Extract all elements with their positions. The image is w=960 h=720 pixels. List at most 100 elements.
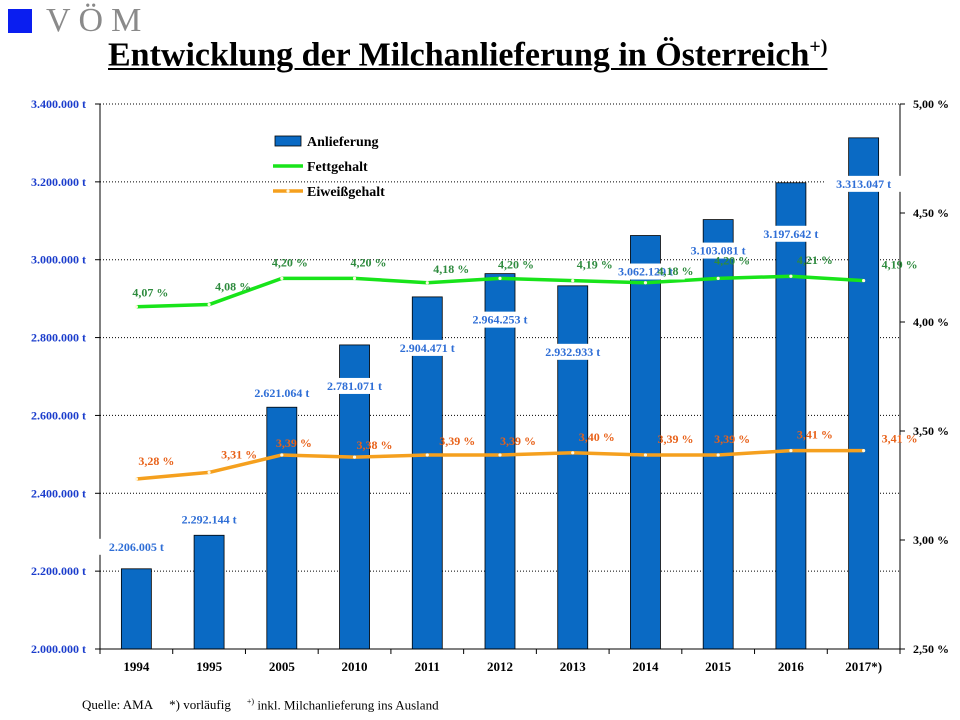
preliminary-note: *) vorläufig (169, 697, 231, 712)
point-fettgehalt (207, 302, 211, 307)
x-tick-label: 2010 (342, 659, 368, 674)
point-eiweissgehalt (862, 449, 866, 453)
legend-label-fettgehalt: Fettgehalt (307, 160, 368, 175)
bar-label-bg (751, 225, 831, 242)
x-tick-label: 2012 (487, 659, 513, 674)
point-eiweissgehalt (643, 453, 648, 457)
bar-label-bg (387, 339, 467, 356)
bar-anlieferung (557, 285, 589, 650)
eiweiss-data-label: 3,39 % (439, 434, 475, 448)
bar-anlieferung (848, 137, 880, 650)
point-eiweissgehalt (280, 453, 284, 457)
point-eiweissgehalt (352, 455, 357, 459)
y-left-tick-label: 3.200.000 t (31, 175, 86, 189)
y-right-tick-label: 5,00 % (913, 97, 949, 111)
y-left-tick-label: 3.000.000 t (31, 253, 86, 267)
bar-data-label: 2.292.144 t (182, 512, 237, 526)
logo-square-icon (8, 9, 32, 33)
x-tick-label: 1995 (196, 659, 223, 674)
bar-anlieferung (193, 534, 225, 650)
y-right-tick-label: 4,00 % (913, 315, 949, 329)
bar-label-bg (315, 377, 394, 394)
fett-data-label: 4,18 % (433, 262, 469, 276)
x-tick-label: 2014 (632, 659, 659, 674)
point-eiweissgehalt (571, 451, 575, 455)
bar-anlieferung (630, 235, 661, 650)
fett-data-label: 4,20 % (714, 253, 750, 267)
point-eiweissgehalt (789, 449, 793, 453)
y-right-tick-label: 4,50 % (913, 206, 949, 220)
fett-data-label: 4,20 % (498, 257, 534, 271)
bar-label-bg (678, 242, 758, 259)
bar-anlieferung (484, 273, 516, 650)
bar-label-bg (460, 311, 540, 328)
point-fettgehalt (716, 276, 720, 280)
x-tick-label: 2017*) (845, 659, 882, 674)
x-tick-label: 2013 (560, 659, 587, 674)
bar-data-label: 2.781.071 t (327, 379, 382, 393)
point-fettgehalt (352, 276, 357, 280)
bar-data-label: 3.197.642 t (763, 227, 818, 241)
y-right-tick-label: 2,50 % (913, 642, 949, 656)
bar-label-bg (242, 385, 322, 402)
point-fettgehalt (425, 281, 429, 285)
y-left-tick-label: 2.600.000 t (31, 408, 86, 422)
footer: Quelle: AMA *) vorläufig +) inkl. Milcha… (82, 697, 439, 713)
point-fettgehalt (280, 276, 284, 280)
eiweiss-data-label: 3,39 % (276, 436, 312, 450)
point-fettgehalt (862, 278, 866, 283)
y-right-tick-label: 3,00 % (913, 533, 949, 547)
point-fettgehalt (498, 276, 502, 280)
x-tick-label: 2016 (778, 659, 805, 674)
abroad-note-mark: +) (246, 697, 255, 706)
point-eiweissgehalt (134, 477, 138, 481)
fett-data-label: 4,19 % (882, 258, 918, 272)
y-left-tick-label: 3.400.000 t (31, 97, 86, 111)
bar-label-bg (169, 511, 249, 528)
eiweiss-data-label: 3,40 % (579, 430, 615, 444)
bar-label-bg (824, 175, 903, 192)
legend-swatch-anlieferung (274, 135, 302, 147)
eiweiss-data-label: 3,39 % (500, 434, 536, 448)
x-tick-label: 2005 (269, 659, 296, 674)
chart-title: Entwicklung der Milchanlieferung in Öste… (108, 36, 827, 74)
eiweiss-data-label: 3,28 % (138, 454, 174, 468)
fett-data-label: 4,08 % (215, 280, 251, 294)
point-fettgehalt (643, 281, 648, 285)
legend-label-eiweissgehalt: Eiweißgehalt (307, 185, 385, 200)
bar-data-label: 2.904.471 t (400, 341, 455, 355)
y-left-tick-label: 2.200.000 t (31, 564, 86, 578)
bar-label-bg (606, 263, 685, 280)
chart-title-text: Entwicklung der Milchanlieferung in Öste… (108, 36, 810, 74)
point-fettgehalt (789, 274, 793, 278)
logo-text: VÖM (46, 2, 150, 39)
fett-data-label: 4,20 % (272, 255, 308, 269)
eiweiss-data-label: 3,39 % (714, 432, 750, 446)
eiweiss-data-label: 3,38 % (357, 438, 393, 452)
bar-data-label: 2.964.253 t (473, 313, 528, 327)
bar-data-label: 2.932.933 t (545, 345, 600, 359)
bar-data-label: 3.062.129 t (618, 265, 673, 279)
y-left-tick-label: 2.400.000 t (31, 486, 86, 500)
x-tick-label: 2015 (705, 659, 732, 674)
abroad-note-text: inkl. Milchanlieferung ins Ausland (257, 697, 439, 713)
fett-data-label: 4,21 % (797, 253, 833, 267)
bar-anlieferung (702, 219, 734, 650)
y-left-tick-label: 2.000.000 t (31, 642, 86, 656)
y-left-tick-label: 2.800.000 t (31, 331, 86, 345)
eiweiss-data-label: 3,31 % (221, 447, 257, 461)
abroad-note: +) inkl. Milchanlieferung ins Ausland (247, 697, 439, 713)
point-eiweissgehalt (207, 470, 211, 475)
point-eiweissgehalt (716, 453, 720, 457)
logo: VÖM (8, 4, 149, 38)
point-fettgehalt (134, 305, 138, 309)
fett-data-label: 4,18 % (657, 264, 693, 278)
y-right-tick-label: 3,50 % (913, 424, 949, 438)
bar-data-label: 3.103.081 t (691, 244, 746, 258)
point-eiweissgehalt (498, 453, 502, 457)
fett-data-label: 4,07 % (132, 286, 168, 300)
eiweiss-data-label: 3,39 % (657, 432, 693, 446)
bar-data-label: 3.313.047 t (836, 177, 891, 191)
source-note: Quelle: AMA (82, 697, 154, 712)
